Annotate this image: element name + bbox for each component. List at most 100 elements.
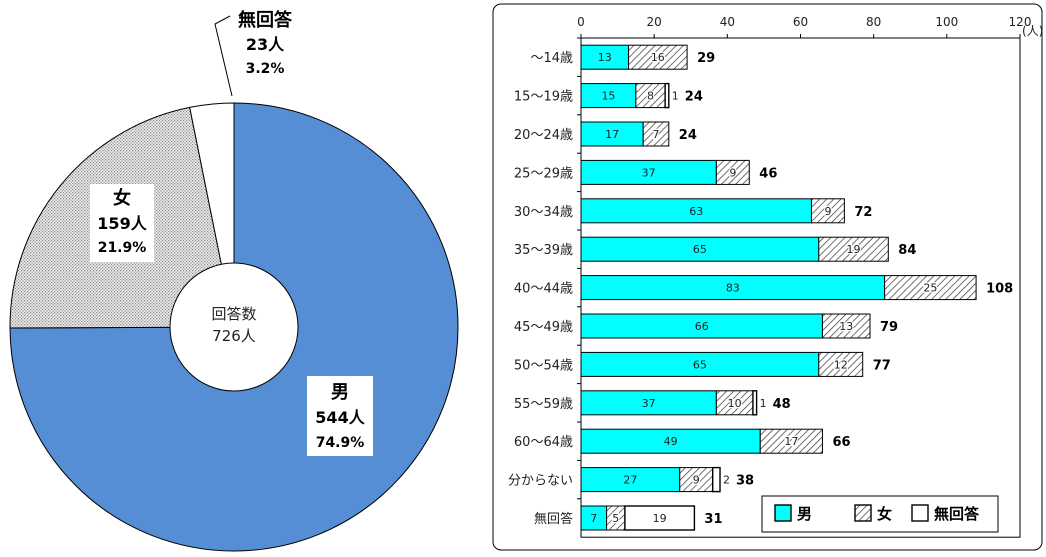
bar-total-label: 108	[986, 282, 1013, 297]
category-label: 40～44歳	[514, 282, 573, 297]
bar-value-label: 2	[723, 474, 730, 487]
bar-value-label: 27	[623, 474, 637, 487]
category-label: 50～54歳	[514, 358, 573, 373]
slice-percent-label: 3.2%	[246, 61, 285, 77]
bar-total-label: 31	[704, 512, 722, 527]
x-tick-label: 60	[793, 15, 808, 29]
category-label: ～14歳	[530, 51, 573, 66]
bar-segment-female	[715, 390, 754, 416]
center-label-title: 回答数	[211, 305, 256, 323]
category-label: 30～34歳	[514, 205, 573, 220]
slice-name-label: 無回答	[238, 9, 293, 31]
bar-total-label: 72	[854, 205, 872, 220]
bar-segment-female	[679, 467, 714, 493]
bar-segment-male	[580, 275, 886, 301]
bar-segment-female	[884, 275, 977, 301]
bar-segment-male	[580, 505, 608, 531]
x-tick-label: 0	[577, 15, 585, 29]
bar-value-label: 5	[612, 512, 619, 525]
donut-hole	[169, 262, 299, 392]
bar-value-label: 9	[824, 205, 831, 218]
bar-segment-male	[580, 313, 823, 339]
slice-count-label: 23人	[246, 35, 285, 54]
bar-value-label: 13	[839, 320, 853, 333]
bar-segment-noanswer	[752, 390, 758, 416]
bar-segment-male	[580, 198, 812, 224]
bar-value-label: 1	[672, 90, 679, 103]
bar-value-label: 1	[760, 397, 767, 410]
bar-segment-noanswer	[624, 505, 696, 531]
legend-box	[761, 495, 999, 533]
x-tick-label: 100	[935, 15, 958, 29]
legend-swatch	[854, 504, 872, 522]
category-label: 25～29歳	[514, 166, 573, 181]
bar-value-label: 83	[726, 282, 740, 295]
bar-total-label: 79	[880, 320, 898, 335]
bar-value-label: 17	[784, 435, 798, 448]
bar-value-label: 25	[923, 282, 937, 295]
bar-value-label: 65	[693, 243, 707, 256]
bar-total-label: 24	[679, 128, 697, 143]
bar-value-label: 37	[642, 166, 656, 179]
bar-segment-female	[642, 121, 670, 147]
slice-count-label: 159人	[97, 214, 147, 233]
bar-value-label: 19	[847, 243, 861, 256]
bar-value-label: 7	[590, 512, 597, 525]
bar-value-label: 7	[652, 128, 659, 141]
bar-segment-female	[818, 351, 864, 377]
bar-value-label: 19	[653, 512, 667, 525]
slice-percent-label: 21.9%	[98, 240, 147, 256]
category-label: 45～49歳	[514, 320, 573, 335]
bar-segment-male	[580, 121, 644, 147]
slice-percent-label: 74.9%	[316, 435, 365, 451]
slice-label-bg-2	[230, 6, 304, 84]
bar-value-label: 13	[598, 51, 612, 64]
bar-value-label: 63	[689, 205, 703, 218]
legend-label: 男	[797, 505, 812, 523]
bar-total-label: 48	[773, 397, 791, 412]
leader-line	[214, 15, 233, 97]
bar-segment-female	[628, 44, 688, 70]
bar-value-label: 9	[693, 474, 700, 487]
x-tick-label: 120	[1009, 15, 1032, 29]
bar-total-label: 66	[832, 435, 850, 450]
bar-segment-noanswer	[664, 82, 670, 109]
legend-swatch	[911, 504, 929, 522]
bar-total-label: 46	[759, 166, 777, 181]
legend-label: 女	[877, 505, 892, 523]
x-unit-label: (人)	[1022, 24, 1043, 38]
category-label: 55～59歳	[514, 397, 573, 412]
bar-segment-female	[635, 83, 666, 109]
slice-label-bg-1	[90, 184, 154, 262]
slice-name-label: 女	[113, 187, 131, 209]
x-tick-label: 40	[720, 15, 735, 29]
bar-segment-male	[580, 428, 761, 454]
bar-segment-female	[810, 198, 845, 224]
slice-name-label: 男	[331, 382, 349, 403]
bar-total-label: 29	[697, 51, 715, 66]
bar-value-label: 15	[601, 90, 615, 103]
bar-value-label: 16	[651, 51, 665, 64]
bar-total-label: 77	[873, 358, 891, 373]
bar-value-label: 49	[664, 435, 678, 448]
x-tick-label: 80	[866, 15, 881, 29]
bar-segment-female	[818, 236, 889, 262]
legend-label: 無回答	[934, 505, 980, 523]
center-label-count: 726人	[212, 327, 256, 345]
bar-value-label: 17	[605, 128, 619, 141]
bar-segment-male	[580, 159, 717, 185]
bar-total-label: 38	[736, 474, 754, 489]
bar-segment-noanswer	[712, 466, 721, 493]
category-label: 60～64歳	[514, 435, 573, 450]
bar-segment-male	[580, 44, 630, 70]
bar-value-label: 37	[642, 397, 656, 410]
category-label: 20～24歳	[514, 128, 573, 143]
legend: 男 女 無回答	[761, 495, 999, 533]
slice-label-bg-0	[307, 376, 373, 456]
bar-value-label: 65	[693, 358, 707, 371]
bar-segment-female	[715, 159, 750, 185]
